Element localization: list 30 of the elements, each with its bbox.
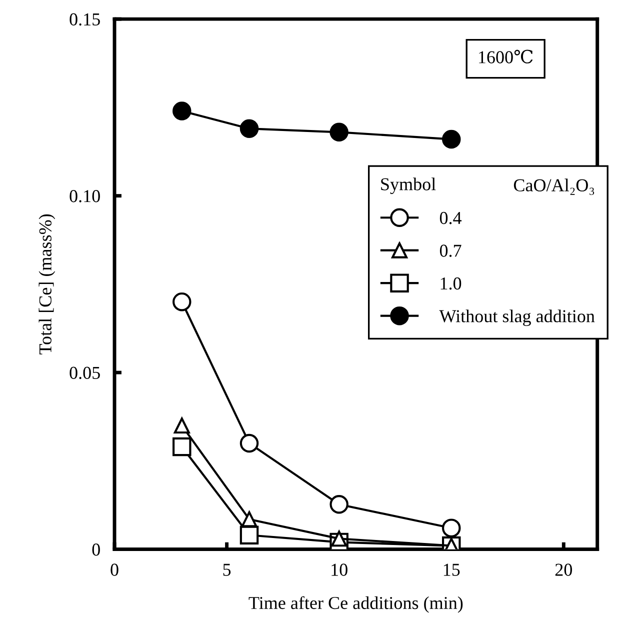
legend-label: 0.4: [440, 212, 462, 224]
annotation: 1600℃: [479, 50, 533, 64]
point: [240, 119, 259, 138]
y-axis-title: Total [Ce] (mass%): [38, 214, 56, 354]
annotation: Symbol: [381, 178, 436, 194]
point: [172, 102, 192, 120]
legend-label: 0.7: [440, 244, 462, 257]
point: [240, 526, 259, 545]
y-tick-label: 0.05: [70, 366, 100, 380]
point: [172, 437, 192, 456]
point: [241, 511, 258, 528]
y-tick-label: 0: [92, 544, 100, 556]
x-tick-label: 5: [223, 564, 231, 576]
x-tick-label: 10: [332, 564, 348, 576]
x-tick-label: 15: [444, 564, 460, 576]
point: [330, 495, 348, 514]
point: [240, 434, 259, 453]
point: [172, 292, 192, 312]
point: [330, 122, 348, 142]
x-tick-label: 0: [110, 564, 118, 576]
legend-title: CaO/Al₂O₃: [514, 178, 594, 195]
legend-label: Without slag addition: [439, 310, 595, 326]
legend-label: 1.0: [440, 277, 462, 290]
x-tick-label: 20: [555, 564, 572, 576]
point: [442, 130, 461, 149]
y-tick-label: 0.15: [70, 13, 100, 26]
point: [174, 418, 190, 434]
point: [442, 518, 461, 538]
x-axis-title: Time after Ce additions (min): [248, 596, 463, 613]
y-tick-label: 0.10: [70, 190, 100, 202]
